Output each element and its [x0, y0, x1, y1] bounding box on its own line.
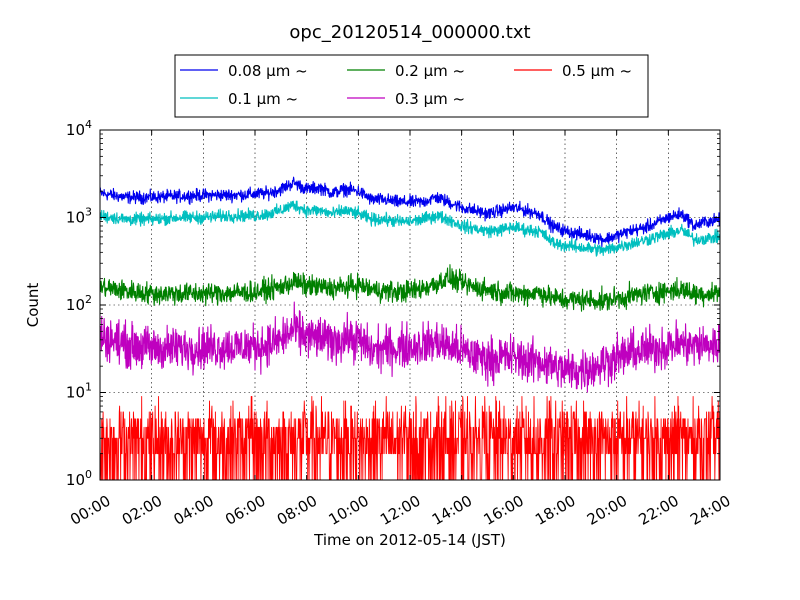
series-line-4: [99, 301, 721, 393]
y-axis-label: Count: [24, 283, 42, 328]
legend-box: [174, 54, 649, 118]
legend-label: 0.5 μm ~: [562, 62, 632, 80]
y-tick-label: 102: [66, 293, 92, 314]
y-tick-label: 104: [66, 118, 92, 139]
legend-label: 0.1 μm ~: [228, 90, 298, 108]
y-tick-label: 101: [66, 381, 92, 402]
legend-label: 0.08 μm ~: [228, 62, 308, 80]
legend-label: 0.3 μm ~: [395, 90, 465, 108]
series-line-3: [99, 264, 721, 312]
y-tick-label: 100: [66, 468, 92, 489]
x-axis-label: Time on 2012-05-14 (JST): [313, 531, 506, 549]
legend-label: 0.2 μm ~: [395, 62, 465, 80]
y-tick-label: 103: [66, 206, 92, 227]
legend: 0.08 μm ~ 0.1 μm ~ 0.2 μm ~ 0.3 μm ~ 0.5 μm …: [174, 54, 649, 118]
chart-title: opc_20120514_000000.txt: [289, 22, 530, 43]
series-line-2: [99, 200, 721, 257]
series-line-1: [99, 176, 721, 248]
